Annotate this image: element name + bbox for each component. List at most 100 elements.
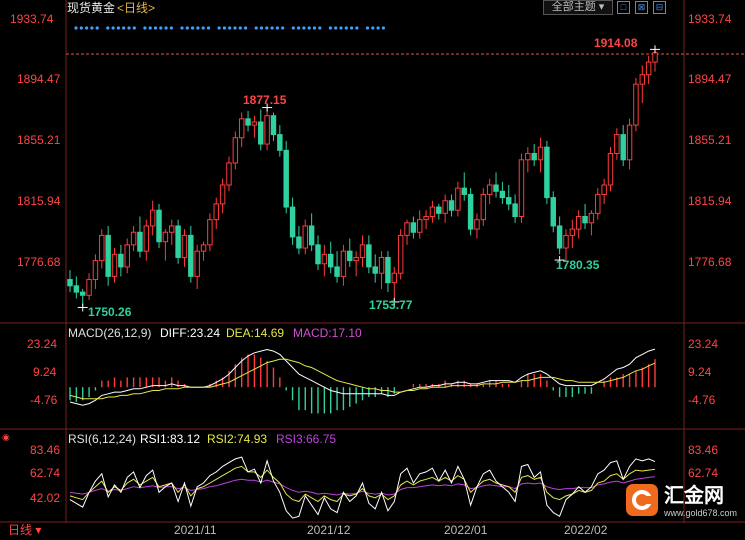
event-marker-icon <box>180 26 184 30</box>
price-axis-right-tick: 1855.21 <box>688 133 732 147</box>
event-marker-icon <box>376 26 380 30</box>
candle-body <box>296 236 302 249</box>
candle-body <box>582 216 588 224</box>
candle-body <box>575 216 582 230</box>
candle-body <box>474 219 480 230</box>
x-axis-label: 2021/12 <box>307 523 351 537</box>
event-marker-icon <box>191 26 195 30</box>
event-marker-icon <box>206 26 211 30</box>
rsi-axis-right-tick: 62.74 <box>688 466 719 480</box>
event-marker-icon <box>381 26 385 30</box>
candle-body <box>639 74 646 85</box>
candle-body <box>156 209 162 243</box>
candle-body <box>169 225 175 233</box>
price-axis-right-tick: 1776.68 <box>688 255 732 269</box>
price-axis-right-tick: 1933.74 <box>688 12 732 26</box>
candle-body <box>92 260 99 281</box>
candle-body <box>264 115 270 145</box>
price-axis-left-tick: 1815.94 <box>17 194 61 208</box>
candle-body <box>506 197 512 205</box>
event-marker-icon <box>159 26 163 30</box>
candle-body <box>397 234 404 274</box>
candle-body <box>499 190 506 199</box>
panel-borders <box>0 0 745 523</box>
high-annotation: 1914.08 <box>594 36 638 50</box>
period-tab-label: 日线 <box>8 523 33 537</box>
candle-body <box>86 279 92 296</box>
minusbox-icon[interactable]: ⊟ <box>653 1 666 14</box>
candle-body <box>512 203 518 218</box>
candle-body <box>289 206 296 238</box>
candle-body <box>321 253 328 265</box>
candle-body <box>525 152 531 161</box>
candle-body <box>188 234 194 277</box>
candle-body <box>347 250 353 262</box>
candle-body <box>366 244 372 268</box>
gold678-logo: 汇金网 www.gold678.com <box>626 484 738 520</box>
price-axis-right-tick: 1894.47 <box>688 72 732 86</box>
candle-body <box>111 253 118 277</box>
candle-body <box>461 187 467 195</box>
candle-body <box>99 234 105 262</box>
event-marker-icon <box>265 26 269 30</box>
event-marker-icon <box>275 26 279 30</box>
candle-body <box>607 152 614 186</box>
x-axis-label: 2021/11 <box>174 523 217 537</box>
rsi-axis-left-tick: 62.74 <box>30 466 61 480</box>
event-marker-icon <box>217 26 221 30</box>
candle-body <box>143 225 150 252</box>
event-marker-icon <box>153 26 158 30</box>
macd-axis-right-tick: -4.76 <box>688 393 716 407</box>
candle-body <box>429 206 436 218</box>
settings-dot-icon[interactable]: ◉ <box>2 432 10 442</box>
period-label[interactable]: <日线> <box>117 1 156 15</box>
event-marker-icon <box>254 26 258 30</box>
high-annotation: 1877.15 <box>243 93 287 107</box>
event-marker-icon <box>297 26 301 30</box>
rsi-axis-left-tick: 42.02 <box>30 491 61 505</box>
candle-body <box>359 244 366 258</box>
candle-body <box>232 137 239 164</box>
dea-line <box>69 358 656 400</box>
candle-body <box>283 149 289 208</box>
rsi1-line <box>69 456 656 519</box>
rsi2-value: RSI2:74.93 <box>207 432 268 446</box>
macd-axis-right-tick: 9.24 <box>688 365 712 379</box>
candle-body <box>531 152 537 161</box>
candle-body <box>137 231 143 252</box>
candle-body <box>340 250 347 277</box>
event-marker-icon <box>164 26 168 30</box>
event-marker-icon <box>339 26 343 30</box>
theme-select-button[interactable]: 全部主题 ▾ <box>543 0 613 15</box>
candle-body <box>219 184 226 205</box>
candle-body <box>277 134 283 151</box>
candle-body <box>626 124 633 161</box>
macd-dea-value: DEA:14.69 <box>226 326 285 340</box>
event-marker-icon <box>106 26 110 30</box>
crossbox-icon[interactable]: ⊠ <box>635 1 648 14</box>
price-axis-left-tick: 1933.74 <box>10 12 54 26</box>
rsi2-line <box>69 465 656 503</box>
rsi3-value: RSI3:66.75 <box>276 432 337 446</box>
candle-body <box>620 134 626 161</box>
candle-body <box>105 234 111 277</box>
period-tab[interactable]: 日线 ▾ <box>8 523 42 537</box>
event-marker-icon <box>259 26 264 30</box>
event-marker-icon <box>196 26 200 30</box>
candle-body <box>569 228 576 236</box>
candle-body <box>258 121 264 145</box>
event-marker-icon <box>85 26 89 30</box>
candle-body <box>327 253 334 268</box>
event-marker-icon <box>201 26 205 30</box>
event-marker-icon <box>302 26 306 30</box>
event-marker-icon <box>74 26 78 30</box>
macd-axis-left-tick: -4.76 <box>30 393 58 407</box>
square-icon[interactable]: □ <box>617 1 630 14</box>
candle-body <box>378 256 385 274</box>
candle-body <box>518 159 525 218</box>
low-annotation: 1753.77 <box>369 298 413 312</box>
candle-body <box>436 206 442 214</box>
candle-body <box>207 219 213 246</box>
event-marker-icon <box>132 26 136 30</box>
event-marker-icon <box>281 26 285 30</box>
